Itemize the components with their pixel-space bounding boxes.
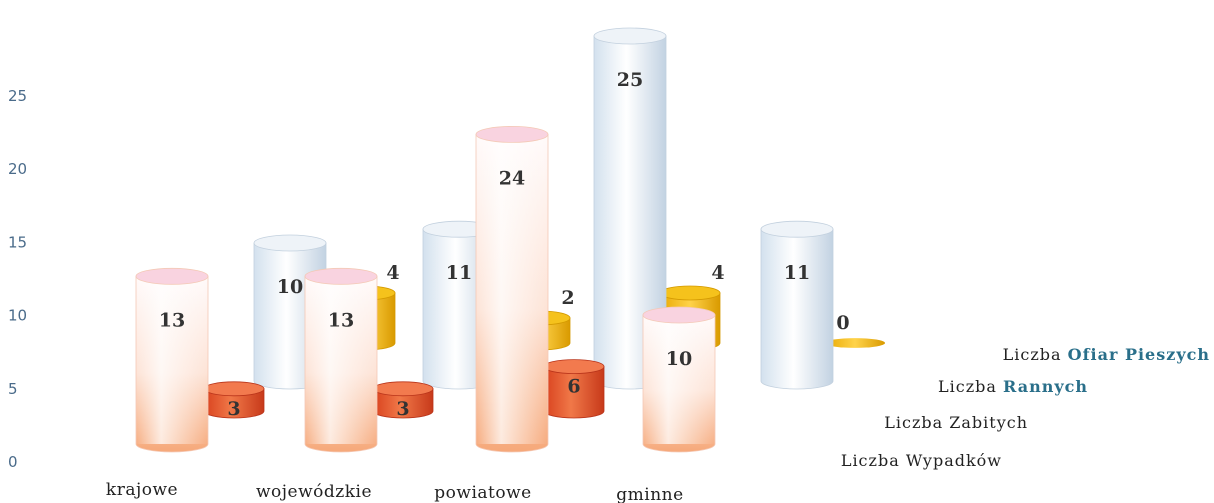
y-tick-label: 5: [8, 380, 18, 398]
bar-highlight: [136, 276, 208, 444]
data-label: 6: [567, 376, 580, 398]
y-tick-label: 25: [8, 87, 27, 105]
category-label: krajowe: [106, 480, 178, 500]
bar-liczba-zabitych: 3: [372, 381, 434, 420]
data-label: 11: [784, 262, 810, 284]
bar-liczba-rannych: 11: [760, 220, 834, 390]
bar-liczba-rannych: 25: [593, 27, 667, 390]
y-axis: 0 5 10 15 20 25: [8, 87, 27, 471]
data-label: 13: [159, 309, 185, 331]
bar-top: [135, 267, 209, 285]
bar-top: [203, 381, 265, 397]
bar-top: [253, 234, 327, 252]
data-label: 2: [561, 287, 574, 309]
data-label: 3: [227, 398, 240, 420]
y-tick-label: 10: [8, 307, 27, 325]
series-name-label: Liczba Ofiar Pieszych: [1003, 345, 1210, 364]
category-labels: krajowe wojewódzkie powiatowe gminne: [106, 480, 683, 503]
bar-top: [659, 285, 721, 301]
data-label: 4: [386, 262, 399, 284]
data-label: 10: [277, 276, 303, 298]
data-label: 13: [328, 309, 354, 331]
category-label: gminne: [616, 485, 683, 503]
bar-liczba-wypadków: 24: [475, 125, 549, 453]
bar-top: [372, 381, 434, 397]
category-label: wojewódzkie: [256, 482, 372, 502]
bar-top: [304, 267, 378, 285]
bar-liczba-zabitych: 6: [543, 359, 605, 419]
bar-highlight: [305, 276, 377, 444]
bar-liczba-ofiar-pieszych: 0: [825, 312, 885, 348]
bar-top: [760, 220, 834, 238]
bar-liczba-wypadków: 13: [135, 267, 209, 453]
bar-body: [760, 228, 834, 390]
bar-top: [475, 125, 549, 143]
bar-liczba-zabitych: 3: [203, 381, 265, 420]
y-tick-label: 0: [8, 453, 18, 471]
data-label: 24: [499, 167, 525, 189]
bar-liczba-wypadków: 10: [642, 306, 716, 453]
data-label: 3: [396, 398, 409, 420]
y-tick-label: 20: [8, 160, 27, 178]
bar-top: [543, 359, 605, 375]
series-labels: Liczba Wypadków Liczba Zabitych Liczba Ran…: [841, 345, 1210, 470]
data-label: 4: [711, 262, 724, 284]
series-name-label: Liczba Rannych: [938, 377, 1088, 396]
bar-highlight: [476, 134, 548, 444]
y-tick-label: 15: [8, 233, 27, 251]
bar-base: [825, 338, 885, 348]
data-label: 25: [617, 69, 643, 91]
category-label: powiatowe: [434, 483, 531, 503]
data-label: 0: [836, 312, 849, 334]
data-label: 11: [446, 262, 472, 284]
bar-highlight: [643, 315, 715, 444]
bar-liczba-wypadków: 13: [304, 267, 378, 453]
bar-top: [593, 27, 667, 45]
data-label: 10: [666, 348, 692, 370]
series-name-label: Liczba Wypadków: [841, 451, 1002, 470]
bar-top: [642, 306, 716, 324]
series-name-label: Liczba Zabitych: [884, 413, 1028, 432]
